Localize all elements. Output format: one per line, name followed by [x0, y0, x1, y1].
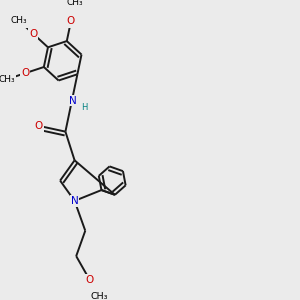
Text: CH₃: CH₃ [67, 0, 83, 7]
Text: O: O [34, 121, 43, 131]
Text: CH₃: CH₃ [91, 292, 108, 300]
Text: H: H [81, 103, 88, 112]
Text: CH₃: CH₃ [11, 16, 27, 26]
Text: O: O [67, 16, 75, 26]
Text: N: N [69, 96, 77, 106]
Text: O: O [85, 274, 94, 284]
Text: N: N [71, 196, 79, 206]
Text: CH₃: CH₃ [0, 75, 15, 84]
Text: O: O [29, 29, 38, 39]
Text: O: O [21, 68, 29, 78]
